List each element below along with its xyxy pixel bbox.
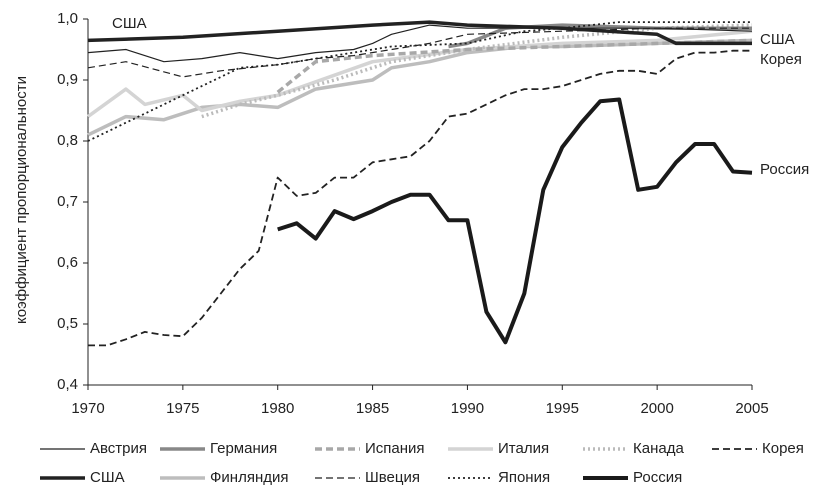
x-tick-label: 1995 [546,400,579,417]
legend-label: Италия [498,440,549,457]
x-tick-label: 2005 [735,400,768,417]
legend-label: Корея [762,440,804,457]
annotation: США [112,15,147,32]
x-tick-label: 1975 [166,400,199,417]
x-tick-label: 1970 [71,400,104,417]
series-line [87,27,752,78]
y-tick-label: 0,4 [57,376,78,393]
x-tick-label: 1980 [261,400,294,417]
annotation: Корея [760,51,802,68]
y-tick-label: 0,7 [57,193,78,210]
legend-label: Испания [365,440,425,457]
series-line [88,49,752,347]
legend-label: Финляндия [210,469,288,486]
annotation: США [760,31,795,48]
y-axis-label: коэффициент пропорциональности [13,76,30,324]
series-line [86,29,753,119]
series-line [276,38,753,94]
x-tick-label: 2000 [640,400,673,417]
y-tick-label: 1,0 [57,10,78,27]
legend-label: Австрия [90,440,147,457]
series-line [87,38,753,137]
legend-label: Швеция [365,469,420,486]
y-tick-label: 0,6 [57,254,78,271]
legend-label: Германия [210,440,277,457]
y-tick-label: 0,8 [57,132,78,149]
legend-label: Япония [498,469,550,486]
x-tick-label: 1990 [451,400,484,417]
series-line [277,97,753,345]
annotation: Россия [760,161,809,178]
legend-label: США [90,469,125,486]
legend-label: Россия [633,469,682,486]
series-line [87,20,752,46]
y-tick-label: 0,9 [57,71,78,88]
y-tick-label: 0,5 [57,315,78,332]
legend-label: Канада [633,440,684,457]
x-tick-label: 1985 [356,400,389,417]
